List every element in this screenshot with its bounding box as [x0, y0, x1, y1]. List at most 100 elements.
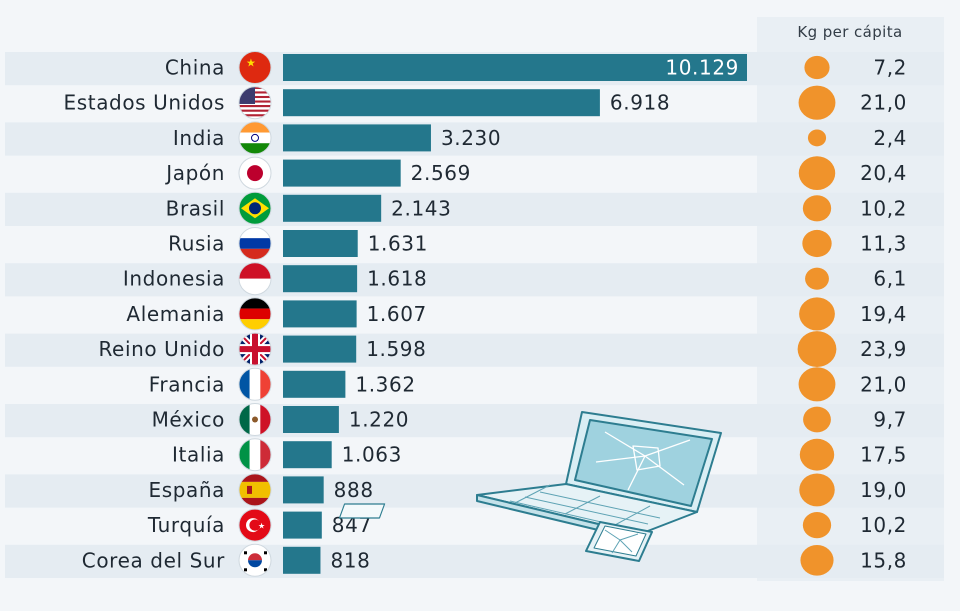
- country-label: Rusia: [168, 232, 225, 256]
- row-band: [757, 263, 944, 297]
- country-label: España: [148, 478, 225, 502]
- bar-value-label: 1.598: [366, 337, 426, 361]
- country-label: México: [152, 408, 225, 432]
- bar-value-label: 1.063: [342, 443, 402, 467]
- bar: [283, 441, 332, 469]
- svg-text:★: ★: [258, 522, 265, 531]
- turkey-flag-icon: ★: [238, 508, 272, 542]
- per-capita-header: Kg per cápita: [797, 23, 902, 41]
- row-band: [5, 333, 757, 367]
- country-label: Reino Unido: [98, 337, 225, 361]
- south-korea-flag-icon: [238, 543, 272, 577]
- mexico-flag-icon: [238, 403, 272, 436]
- bar-value-label: 1.631: [368, 232, 428, 256]
- country-label: Japón: [164, 161, 225, 185]
- bar: [283, 230, 358, 257]
- per-capita-value: 2,4: [873, 126, 907, 150]
- per-capita-dot: [798, 85, 836, 120]
- row-band: [757, 333, 944, 367]
- per-capita-dot: [799, 297, 835, 331]
- country-label: Indonesia: [123, 267, 225, 291]
- row-band: [757, 544, 944, 578]
- country-label: China: [165, 56, 225, 80]
- row-band: [757, 404, 944, 438]
- bar: [283, 406, 339, 433]
- per-capita-value: 10,2: [860, 196, 907, 220]
- russia-flag-icon: [238, 227, 272, 260]
- bar-value-label: 3.230: [441, 126, 501, 150]
- per-capita-dot: [807, 129, 827, 147]
- per-capita-value: 20,4: [860, 161, 907, 185]
- usa-flag-icon: [238, 86, 272, 120]
- per-capita-value: 9,7: [873, 408, 907, 432]
- per-capita-dot: [805, 267, 829, 290]
- japan-flag-icon: [238, 156, 272, 190]
- bar: [283, 511, 322, 539]
- per-capita-value: 17,5: [860, 443, 907, 467]
- per-capita-dot: [799, 473, 835, 507]
- per-capita-dot: [798, 367, 836, 402]
- indonesia-flag-icon: [238, 262, 272, 296]
- per-capita-value: 23,9: [860, 337, 907, 361]
- spain-flag-icon: [238, 473, 272, 507]
- per-capita-dot: [802, 195, 832, 222]
- bar-value-label: 1.607: [367, 302, 427, 326]
- bar: [283, 124, 431, 152]
- china-flag-icon: ★: [238, 51, 272, 84]
- per-capita-value: 6,1: [873, 267, 907, 291]
- bar: [283, 546, 321, 574]
- germany-flag-icon: [238, 297, 272, 331]
- per-capita-value: 11,3: [860, 232, 907, 256]
- per-capita-dot: [800, 544, 834, 576]
- per-capita-dot: [802, 229, 832, 258]
- per-capita-dot: [797, 331, 837, 368]
- india-flag-icon: [238, 121, 272, 155]
- per-capita-value: 15,8: [860, 548, 907, 572]
- bar: [283, 194, 382, 222]
- per-capita-dot: [803, 406, 831, 433]
- row-band: [757, 122, 944, 156]
- bar-value-label: 6.918: [610, 91, 670, 115]
- bar-value-label: 1.362: [355, 372, 415, 396]
- row-band: [757, 192, 944, 226]
- per-capita-dot: [799, 438, 835, 471]
- per-capita-value: 21,0: [860, 91, 907, 115]
- per-capita-dot: [802, 511, 832, 539]
- per-capita-dot: [798, 156, 836, 190]
- brazil-flag-icon: [238, 191, 272, 225]
- row-band: [757, 474, 944, 508]
- per-capita-value: 10,2: [860, 513, 907, 537]
- bar: [283, 300, 357, 328]
- bar-value-label: 2.569: [411, 161, 471, 185]
- per-capita-value: 7,2: [873, 56, 907, 80]
- bar-value-label: 2.143: [391, 196, 451, 220]
- uk-flag-icon: [238, 332, 272, 366]
- country-label: India: [173, 126, 225, 150]
- row-band: [757, 52, 944, 86]
- row-band: [5, 263, 757, 297]
- bar: [283, 89, 600, 117]
- bar-value-label: 1.220: [349, 408, 409, 432]
- country-label: Alemania: [126, 302, 225, 326]
- per-capita-value: 21,0: [860, 372, 907, 396]
- per-capita-value: 19,4: [860, 302, 907, 326]
- per-capita-value: 19,0: [860, 478, 907, 502]
- country-label: Francia: [149, 372, 225, 396]
- country-label: Italia: [172, 443, 225, 467]
- broken-laptop-and-phone-icon: [338, 411, 722, 562]
- italy-flag-icon: [238, 438, 272, 472]
- bar: [283, 159, 401, 187]
- bar: [283, 476, 324, 504]
- bar-value-label: 1.618: [367, 267, 427, 291]
- country-label: Turquía: [147, 513, 225, 537]
- country-label: Estados Unidos: [64, 91, 226, 115]
- country-label: Brasil: [166, 196, 225, 220]
- bar-value-label: 888: [334, 478, 374, 502]
- bar: [283, 54, 747, 81]
- france-flag-icon: [238, 367, 272, 401]
- bar: [283, 265, 358, 293]
- svg-text:★: ★: [246, 57, 256, 70]
- bar: [283, 335, 357, 363]
- country-label: Corea del Sur: [82, 548, 225, 572]
